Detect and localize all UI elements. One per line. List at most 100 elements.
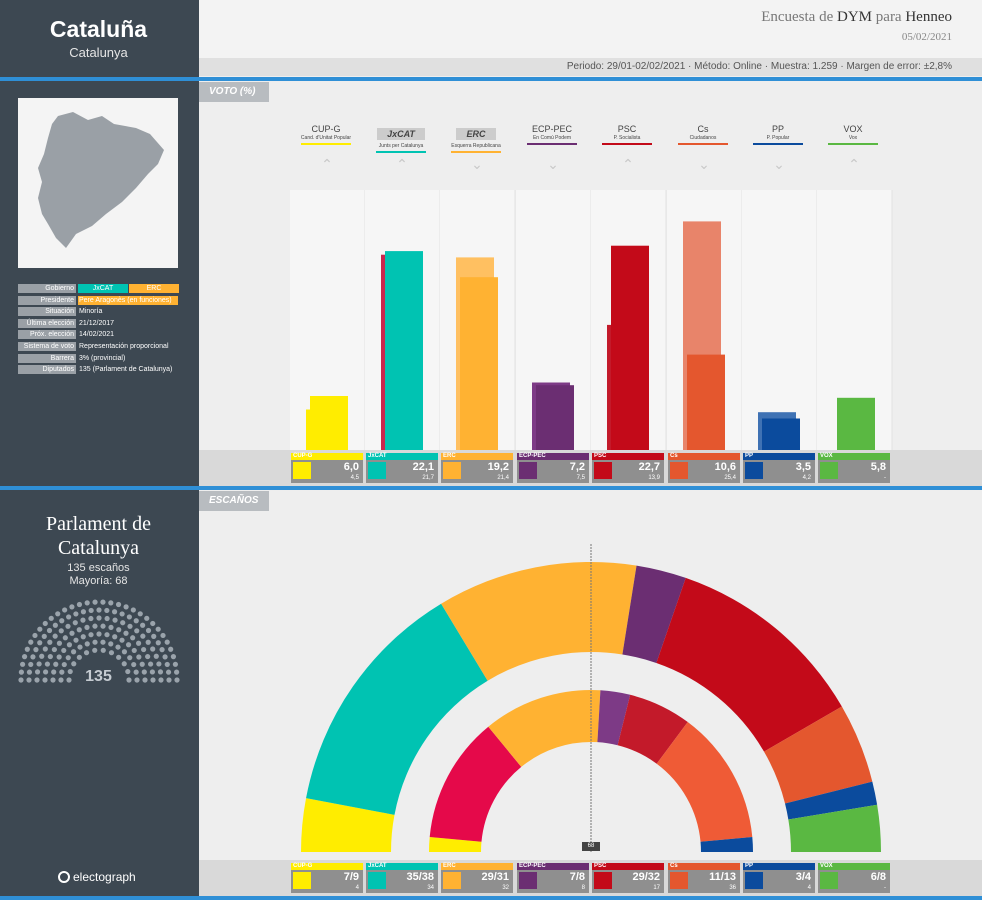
seat-dot bbox=[19, 661, 26, 667]
divider-top bbox=[0, 77, 982, 81]
seat-dot bbox=[18, 677, 24, 683]
seat-dot bbox=[37, 640, 43, 646]
seat-dot bbox=[69, 604, 75, 610]
seat-dot bbox=[100, 599, 106, 605]
seat-dot bbox=[141, 669, 147, 675]
card-party: ERC bbox=[441, 863, 513, 870]
vote-prev: 13,9 bbox=[648, 475, 660, 481]
parliament-total: 135 bbox=[85, 668, 112, 685]
divider-bottom bbox=[0, 896, 982, 900]
seat-dot bbox=[112, 617, 118, 623]
info-label: Diputados bbox=[18, 365, 76, 375]
party-name: ECP-PEC bbox=[531, 124, 572, 134]
sidebar: Cataluña Catalunya Gobierno JxCAT ERC Presi… bbox=[0, 0, 197, 900]
vote-prev: 21,7 bbox=[422, 475, 434, 481]
vote-prev: 4,5 bbox=[350, 475, 359, 481]
party-logo-icon bbox=[519, 872, 537, 889]
seat-dot bbox=[76, 654, 82, 660]
divider-middle bbox=[0, 486, 982, 490]
seat-dot bbox=[155, 640, 161, 646]
seat-dot bbox=[62, 607, 68, 613]
seat-dot bbox=[160, 632, 166, 639]
info-label: Próx. elección bbox=[18, 330, 76, 340]
seat-dot bbox=[112, 634, 118, 640]
info-row: Presidente Pere Aragonès (en funciones) bbox=[18, 295, 178, 306]
card-party: Cs bbox=[668, 453, 740, 460]
seat-dot bbox=[100, 647, 106, 653]
seat-dot bbox=[47, 639, 53, 645]
party-underline bbox=[678, 143, 728, 145]
seat-dot bbox=[121, 661, 127, 667]
party-header: VOX Vox bbox=[816, 124, 890, 145]
party-fullname: Cand. d'Unitat Popular bbox=[300, 135, 352, 141]
poll-para: para bbox=[875, 9, 902, 25]
seat-dot bbox=[43, 669, 49, 675]
party-header: ERC Esquerra Republicana bbox=[439, 124, 513, 153]
seat-dot bbox=[92, 639, 98, 645]
party-fullname: Junts per Catalunya bbox=[378, 143, 424, 149]
party-header: JxCAT Junts per Catalunya bbox=[364, 124, 438, 153]
info-row: Barrera 3% (provincial) bbox=[18, 353, 178, 364]
bar-pp bbox=[762, 418, 800, 450]
seat-dot bbox=[108, 600, 114, 606]
seat-dot bbox=[26, 677, 32, 683]
seat-dot bbox=[96, 631, 102, 637]
seat-dot bbox=[39, 653, 45, 659]
seat-dot bbox=[66, 614, 72, 620]
seat-prev: 4 bbox=[355, 885, 359, 891]
seat-arc-jxcat bbox=[306, 603, 488, 815]
info-label: Última elección bbox=[18, 318, 76, 328]
bar-cup-g bbox=[310, 396, 348, 450]
card-party: PP bbox=[743, 453, 815, 460]
vote-prev: 7,5 bbox=[576, 475, 585, 481]
card-party: ECP-PEC bbox=[517, 453, 589, 460]
chevron-up-icon: ⌃ bbox=[321, 156, 333, 172]
seat-dot bbox=[141, 646, 147, 653]
seat-dot bbox=[58, 677, 64, 683]
seat-arc-ecp-pec bbox=[622, 565, 686, 663]
vote-bar-chart bbox=[199, 190, 982, 486]
seat-range: 3/4 bbox=[795, 871, 811, 883]
party-name-wrap: PSC bbox=[590, 124, 664, 134]
poll-title: Encuesta de DYM para Henneo bbox=[761, 9, 952, 26]
seat-dot bbox=[51, 646, 57, 653]
seat-dot bbox=[73, 637, 79, 643]
seat-arc-cup-g bbox=[301, 798, 395, 852]
vote-card: PSC 22,7 13,9 bbox=[592, 453, 664, 483]
seat-dot bbox=[88, 607, 94, 614]
seat-dot bbox=[30, 654, 36, 660]
seat-dot bbox=[84, 600, 90, 606]
card-party: VOX bbox=[818, 863, 890, 870]
party-name: JxCAT bbox=[377, 128, 425, 140]
info-row: Gobierno JxCAT ERC bbox=[18, 284, 179, 294]
seat-dot bbox=[61, 647, 67, 654]
seat-dot bbox=[127, 623, 133, 629]
seat-card: JxCAT 35/38 34 bbox=[366, 863, 438, 893]
bar-jxcat bbox=[385, 251, 423, 450]
seat-dot bbox=[42, 620, 48, 627]
info-value: Representación proporcional bbox=[79, 343, 169, 350]
seat-arc-2017-erc bbox=[488, 689, 601, 767]
seat-arc-2017-cup-g bbox=[429, 836, 482, 852]
region-subtitle: Catalunya bbox=[69, 45, 128, 60]
info-label: Barrera bbox=[18, 353, 76, 363]
seat-dot bbox=[65, 655, 71, 661]
party-logo-icon bbox=[368, 872, 386, 889]
seat-dot bbox=[34, 677, 40, 683]
seat-dot bbox=[134, 677, 140, 683]
seat-dot bbox=[108, 650, 115, 656]
media-name: Henneo bbox=[905, 9, 952, 25]
seat-dot bbox=[76, 627, 82, 633]
card-party: PSC bbox=[592, 453, 664, 460]
vote-value: 22,1 bbox=[412, 461, 434, 473]
seat-dot bbox=[108, 641, 114, 647]
seat-dot bbox=[131, 647, 137, 654]
party-name-wrap: PP bbox=[741, 124, 815, 134]
party-name: VOX bbox=[843, 124, 863, 134]
seat-dot bbox=[66, 677, 72, 683]
card-party: Cs bbox=[668, 863, 740, 870]
region-map bbox=[18, 98, 178, 268]
info-value: Pere Aragonès (en funciones) bbox=[78, 295, 178, 305]
gov-party: JxCAT bbox=[78, 284, 128, 293]
seat-dot bbox=[70, 649, 77, 655]
